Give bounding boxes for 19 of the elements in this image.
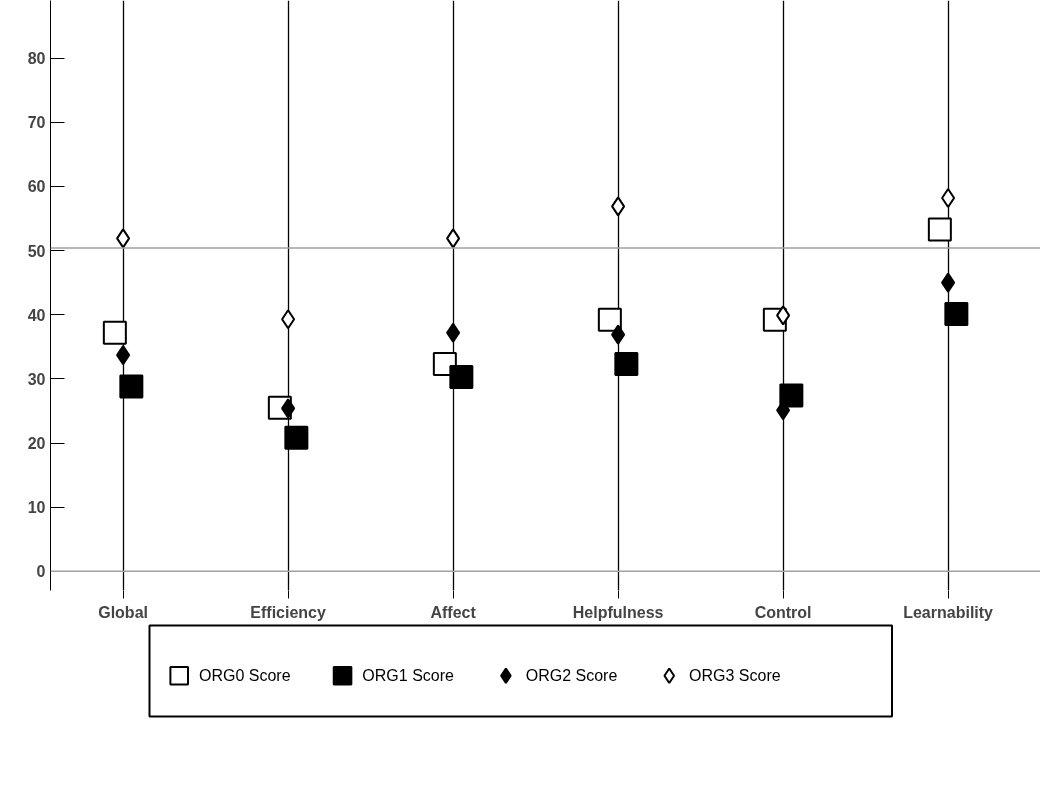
- legend-label: ORG0 Score: [199, 667, 291, 685]
- legend-label: ORG3 Score: [689, 667, 781, 685]
- y-tick-label: 50: [27, 242, 46, 260]
- y-tick-label: 40: [27, 306, 46, 324]
- y-tick-label: 80: [27, 50, 46, 68]
- y-tick-label: 30: [27, 370, 46, 388]
- y-tick-label: 60: [27, 178, 46, 196]
- legend-label: ORG1 Score: [362, 667, 455, 685]
- legend-label: ORG2 Score: [525, 667, 618, 685]
- x-tick-label: Efficiency: [250, 603, 326, 621]
- x-tick-label: Global: [98, 603, 148, 621]
- y-tick-label: 20: [27, 435, 46, 452]
- x-tick-label: Control: [754, 603, 812, 621]
- x-tick-label: Affect: [430, 603, 477, 621]
- y-tick-label: 70: [27, 114, 46, 132]
- x-tick-label: Helpfulness: [572, 603, 664, 621]
- x-tick-label: Learnability: [903, 603, 994, 621]
- y-tick-label: 0: [36, 563, 46, 581]
- y-tick-label: 10: [27, 499, 46, 517]
